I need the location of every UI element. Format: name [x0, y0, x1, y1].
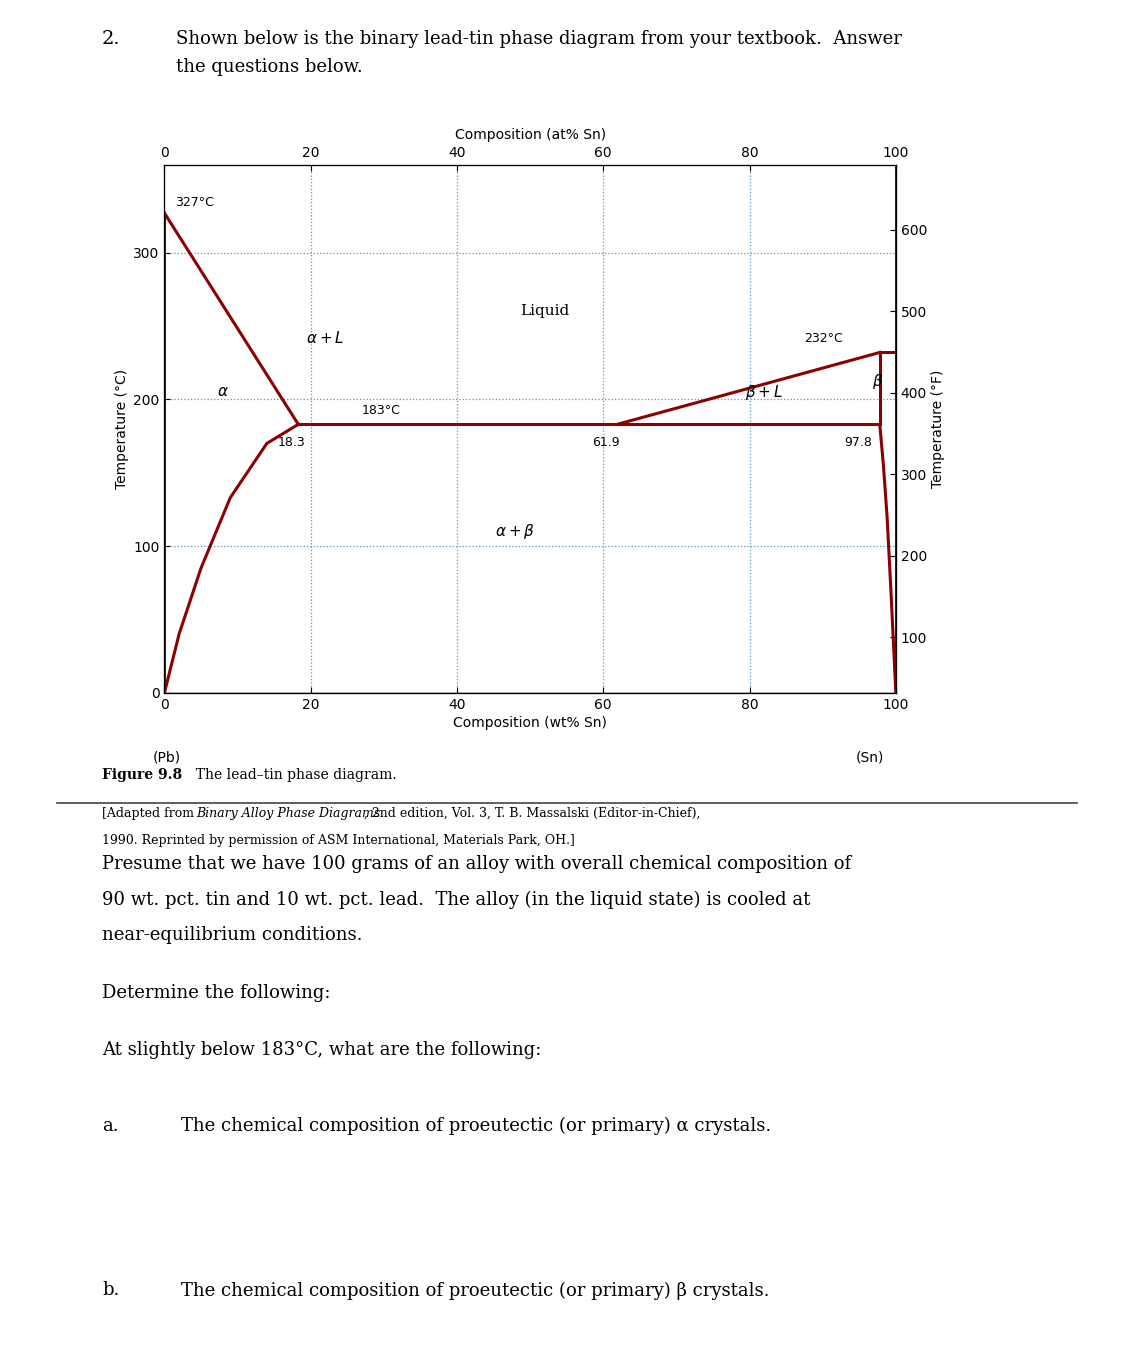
Text: 18.3: 18.3: [278, 436, 305, 449]
Text: $\alpha + \beta$: $\alpha + \beta$: [496, 521, 535, 541]
Text: The lead–tin phase diagram.: The lead–tin phase diagram.: [187, 768, 397, 782]
Text: The chemical composition of proeutectic (or primary) α crystals.: The chemical composition of proeutectic …: [181, 1117, 772, 1135]
X-axis label: Composition (at% Sn): Composition (at% Sn): [455, 128, 606, 141]
Text: Figure 9.8: Figure 9.8: [102, 768, 183, 782]
Text: 90 wt. pct. tin and 10 wt. pct. lead.  The alloy (in the liquid state) is cooled: 90 wt. pct. tin and 10 wt. pct. lead. Th…: [102, 890, 811, 908]
Text: 232°C: 232°C: [804, 332, 844, 346]
Text: [Adapted from: [Adapted from: [102, 807, 198, 819]
Text: Determine the following:: Determine the following:: [102, 984, 330, 1002]
Text: $\alpha$: $\alpha$: [217, 386, 229, 399]
X-axis label: Composition (wt% Sn): Composition (wt% Sn): [454, 716, 607, 730]
Y-axis label: Temperature (°C): Temperature (°C): [115, 369, 129, 488]
Text: 1990. Reprinted by permission of ASM International, Materials Park, OH.]: 1990. Reprinted by permission of ASM Int…: [102, 834, 575, 847]
Text: $\beta + L$: $\beta + L$: [745, 383, 784, 402]
Text: At slightly below 183°C, what are the following:: At slightly below 183°C, what are the fo…: [102, 1041, 541, 1059]
Text: $\alpha + L$: $\alpha + L$: [306, 329, 345, 346]
Text: 97.8: 97.8: [845, 436, 872, 449]
Text: 183°C: 183°C: [362, 403, 400, 417]
Text: , 2nd edition, Vol. 3, T. B. Massalski (Editor-in-Chief),: , 2nd edition, Vol. 3, T. B. Massalski (…: [364, 807, 701, 819]
Text: Binary Alloy Phase Diagrams: Binary Alloy Phase Diagrams: [196, 807, 380, 819]
Text: (Sn): (Sn): [856, 750, 885, 764]
Text: near-equilibrium conditions.: near-equilibrium conditions.: [102, 926, 363, 944]
Y-axis label: Temperature (°F): Temperature (°F): [931, 369, 946, 488]
Text: a.: a.: [102, 1117, 119, 1135]
Text: 327°C: 327°C: [176, 196, 214, 209]
Text: the questions below.: the questions below.: [176, 58, 363, 75]
Text: Liquid: Liquid: [521, 305, 569, 318]
Text: Shown below is the binary lead-tin phase diagram from your textbook.  Answer: Shown below is the binary lead-tin phase…: [176, 30, 902, 48]
Text: b.: b.: [102, 1281, 119, 1299]
Text: $\beta$: $\beta$: [872, 372, 883, 391]
Text: Presume that we have 100 grams of an alloy with overall chemical composition of: Presume that we have 100 grams of an all…: [102, 855, 852, 873]
Text: 2.: 2.: [102, 30, 120, 48]
Text: (Pb): (Pb): [153, 750, 181, 764]
Text: The chemical composition of proeutectic (or primary) β crystals.: The chemical composition of proeutectic …: [181, 1281, 770, 1299]
Text: 61.9: 61.9: [592, 436, 620, 449]
